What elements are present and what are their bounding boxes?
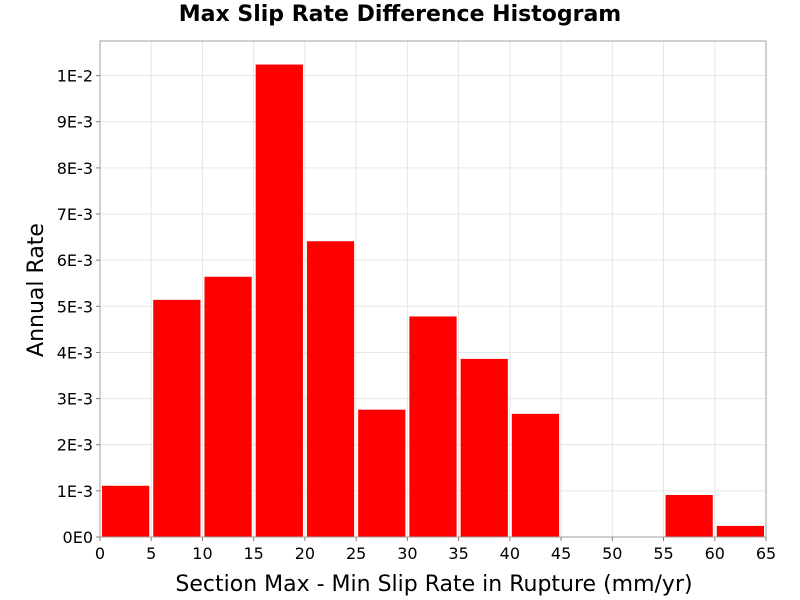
histogram-bar xyxy=(204,276,252,537)
x-tick-label: 10 xyxy=(192,544,212,563)
y-tick-label: 0E0 xyxy=(63,528,93,547)
y-tick-label: 3E-3 xyxy=(57,390,93,409)
x-tick-label: 5 xyxy=(146,544,156,563)
histogram-bar xyxy=(665,495,713,537)
histogram-bar xyxy=(716,525,764,537)
histogram-bar xyxy=(511,413,560,537)
chart-title: Max Slip Rate Difference Histogram xyxy=(178,2,622,27)
y-tick-label: 6E-3 xyxy=(57,251,93,270)
y-tick-label: 8E-3 xyxy=(57,159,93,178)
bars xyxy=(102,64,764,538)
histogram-bar xyxy=(255,64,303,538)
histogram-bar xyxy=(306,241,355,537)
x-axis-title: Section Max - Min Slip Rate in Rupture (… xyxy=(175,572,692,597)
y-tick-label: 4E-3 xyxy=(57,343,93,362)
x-tick-label: 60 xyxy=(705,544,725,563)
y-tick-label: 5E-3 xyxy=(57,297,93,316)
x-tick-label: 45 xyxy=(551,544,571,563)
y-axis-title: Annual Rate xyxy=(24,223,49,357)
x-tick-label: 65 xyxy=(756,544,776,563)
tick-marks xyxy=(96,75,767,541)
x-tick-label: 15 xyxy=(244,544,264,563)
x-tick-label: 0 xyxy=(95,544,105,563)
y-tick-label: 9E-3 xyxy=(57,113,93,132)
y-tick-label: 2E-3 xyxy=(57,436,93,455)
x-tick-label: 25 xyxy=(346,544,366,563)
y-tick-label: 1E-3 xyxy=(57,482,93,501)
y-tick-label: 7E-3 xyxy=(57,205,93,224)
histogram-bar xyxy=(460,358,508,537)
x-tick-label: 20 xyxy=(295,544,315,563)
y-tick-label: 1E-2 xyxy=(57,67,93,86)
histogram-bar xyxy=(153,299,201,537)
plot-frame xyxy=(99,40,767,538)
histogram-bar xyxy=(358,409,406,537)
x-tick-label: 50 xyxy=(602,544,622,563)
histogram-bar xyxy=(409,316,457,537)
x-tick-label: 30 xyxy=(397,544,417,563)
x-tick-label: 40 xyxy=(500,544,520,563)
y-tick-labels: 0E0 1E-3 2E-3 3E-3 4E-3 5E-3 6E-3 7E-3 8E-3 9E-3 1… xyxy=(57,67,93,547)
x-tick-label: 55 xyxy=(653,544,673,563)
x-tick-label: 35 xyxy=(448,544,468,563)
x-tick-labels: 0 5 10 15 20 25 30 35 40 45 50 55 60 65 xyxy=(95,544,776,563)
histogram-bar xyxy=(102,485,150,537)
